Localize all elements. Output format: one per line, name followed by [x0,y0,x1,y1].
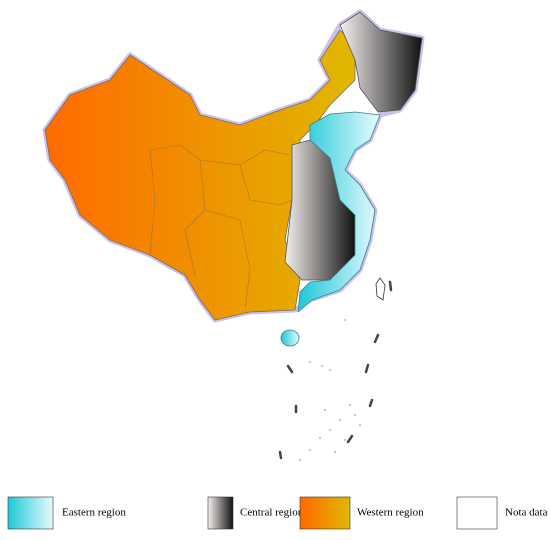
legend-swatch-nodata [456,496,498,530]
western-region [44,29,356,321]
central-region-northeast [339,11,423,113]
map-shapes [42,9,425,461]
legend-label: Central region [240,507,304,519]
legend-swatch-central [207,496,234,530]
hainan [280,329,300,347]
province-borders [149,144,293,311]
boundary-dashes [278,280,393,460]
taiwan [375,277,386,301]
islands [299,319,361,461]
legend-label: Western region [357,507,424,519]
legend: Eastern region Central region Western re… [7,496,548,530]
legend-swatch-eastern [7,496,54,530]
legend-label: Eastern region [62,507,126,519]
eastern-region [297,111,381,313]
legend-label: Nota data [505,507,548,519]
legend-swatch-western [299,496,351,530]
